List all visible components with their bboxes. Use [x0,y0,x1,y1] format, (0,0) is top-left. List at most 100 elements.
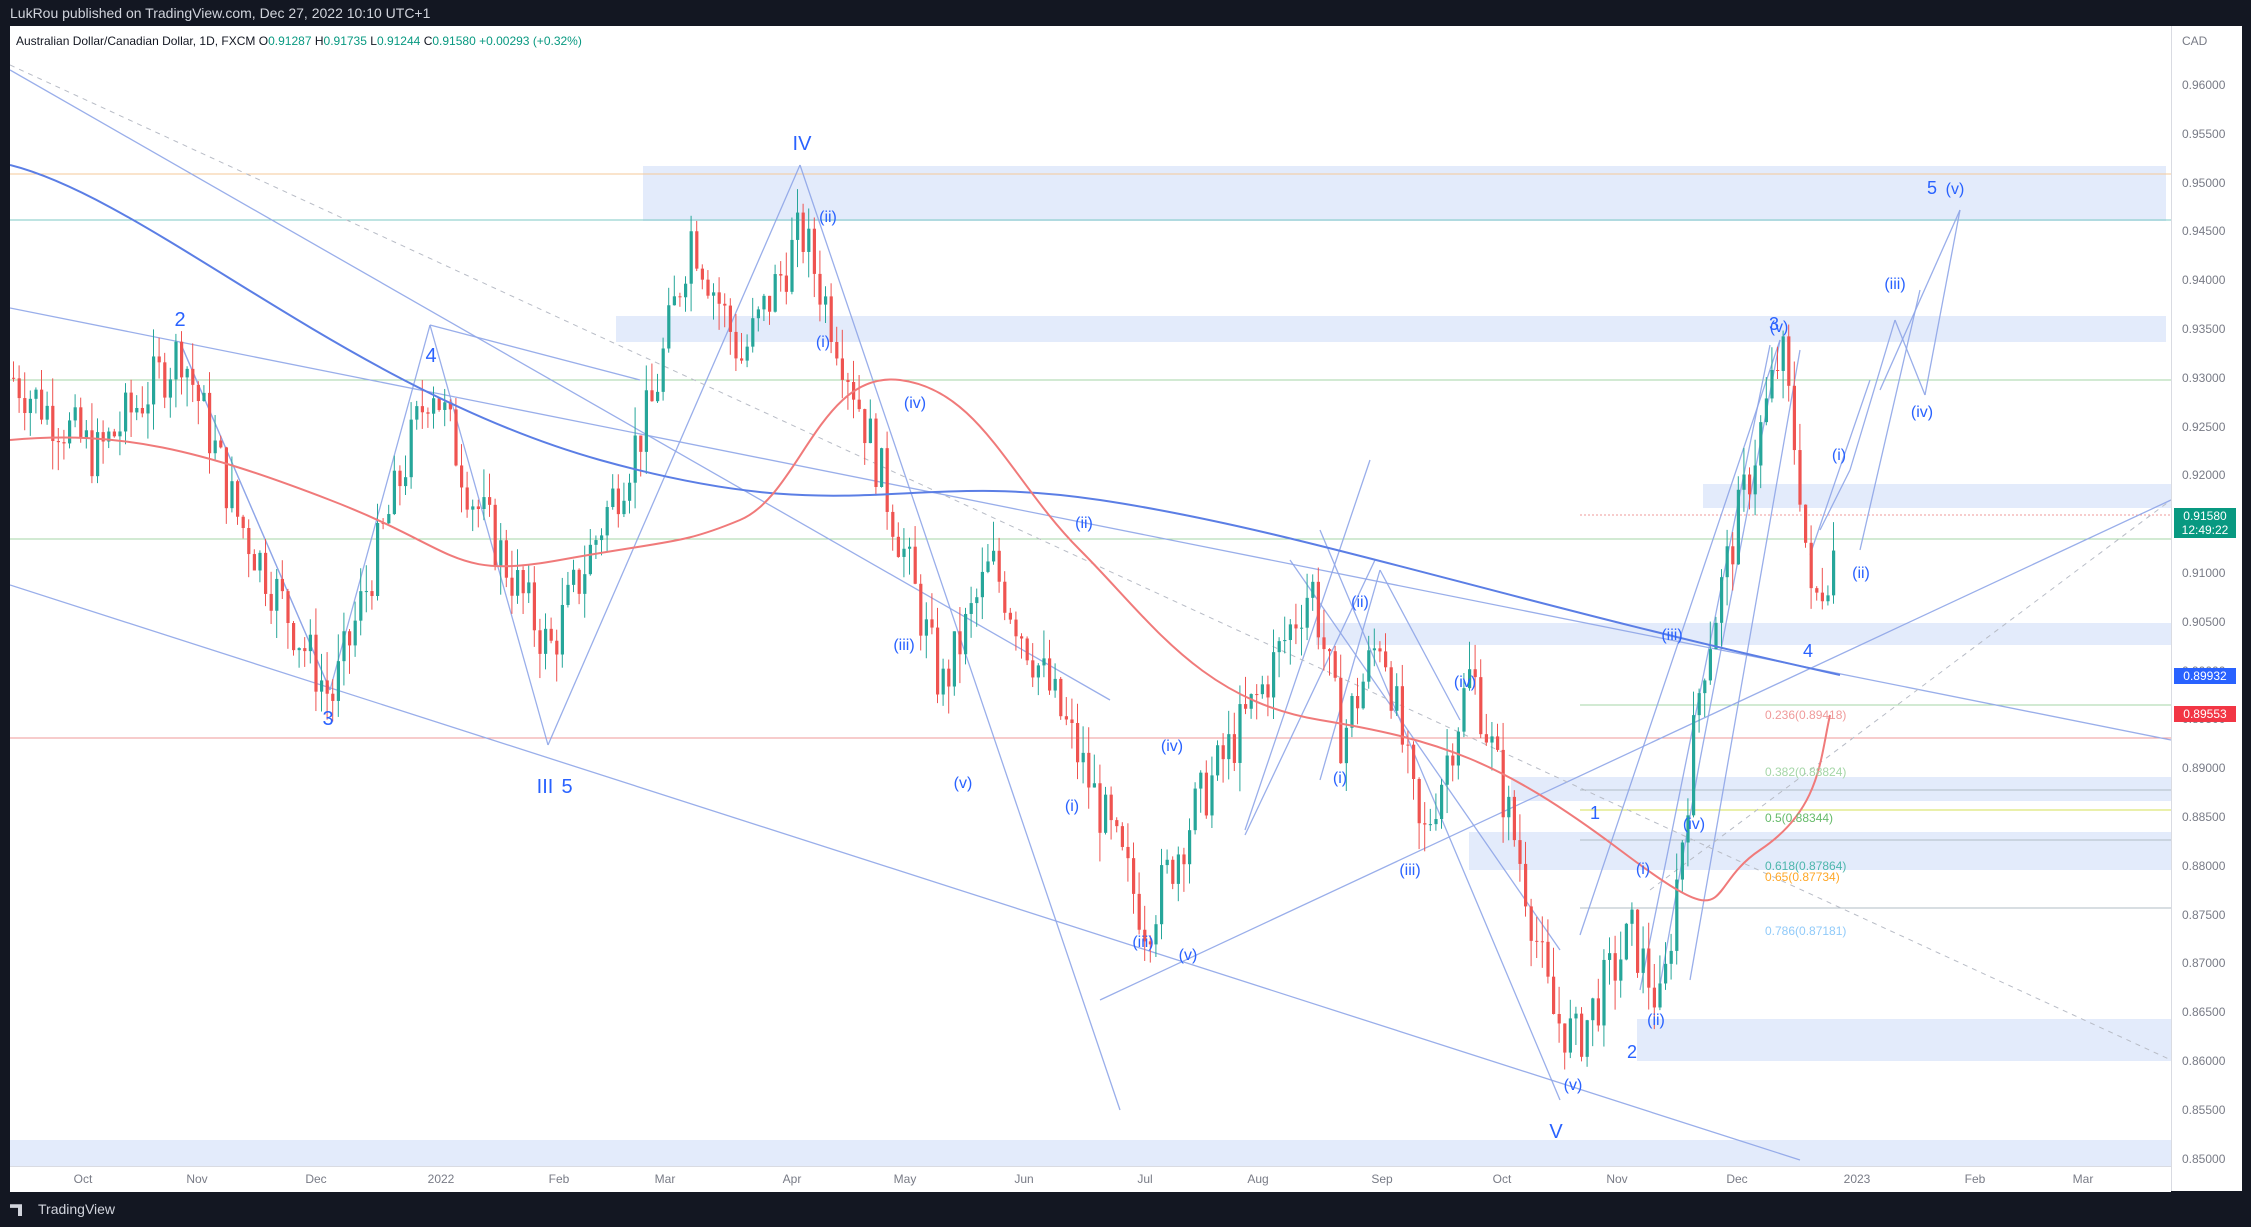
candle-body [292,623,296,651]
ma-200-line [10,164,1841,676]
wave-label: 3 [322,708,333,730]
trend-line [1849,319,1896,471]
price-tick-label: 0.86500 [2182,1005,2226,1020]
time-axis[interactable] [10,1166,2171,1192]
candle-body [728,305,732,332]
candle-body [1104,794,1108,833]
wave-label: (i) [1636,861,1650,878]
candle-body [499,540,503,567]
candle-body [387,514,391,524]
candle-body [1440,784,1444,820]
candle-body [460,465,464,488]
candle-body [224,447,228,509]
candle-body [947,668,951,687]
candle-body [96,432,100,477]
time-tick-label: Jun [1014,1172,1034,1186]
candle-body [1787,336,1791,386]
candle-body [392,470,396,515]
candle-body [1496,736,1500,750]
candle-body [857,399,861,410]
candle-body [762,295,766,310]
wave-label: (iii) [1884,276,1905,293]
ma-blue-price-tag: 0.89932 [2174,668,2236,684]
candle-body [1596,998,1600,1026]
trend-line [1859,289,1921,551]
candle-body [488,497,492,505]
footer-bar: TradingView [0,1191,2251,1227]
candle-body [801,212,805,252]
candle-body [275,578,279,611]
candle-body [572,569,576,585]
candle-body [129,392,133,413]
chart-canvas[interactable]: 0.236(0.89418) 0.382(0.88824) 0.5(0.88344)… [10,26,2171,1166]
time-tick-label: May [893,1172,917,1186]
candle-body [532,582,536,631]
candlestick-series [12,189,1836,1070]
candle-body [342,631,346,662]
candle-body [1591,998,1595,1021]
candle-body [975,597,979,604]
price-axis[interactable]: CAD [2171,26,2242,1191]
wave-label: (iv) [1161,738,1183,755]
candle-body [482,497,486,509]
price-zone [1316,623,2171,645]
price-tick-label: 0.95500 [2182,126,2226,141]
candle-body [1742,474,1746,490]
supply-demand-zones [10,166,2171,1166]
candle-body [1266,684,1270,698]
candle-body [902,548,906,557]
candle-body [790,239,794,292]
price-zone [1511,777,2171,801]
candle-body [398,470,402,487]
current-price-value: 0.91580 [2183,509,2227,523]
candle-body [1490,736,1494,743]
candle-body [622,500,626,515]
candle-body [1641,948,1645,973]
price-zone [643,166,2166,221]
current-price-tag: 0.91580 12:49:22 [2174,508,2236,538]
candle-body [107,431,111,442]
time-tick-label: 2023 [1843,1172,1871,1186]
candle-body [818,273,822,305]
candle-body [1714,622,1718,650]
legend-symbol: Australian Dollar/Canadian Dollar, 1D, F… [16,34,256,48]
candle-body [969,603,973,614]
moving-averages [10,164,1841,902]
candle-body [628,482,632,501]
wave-label: (ii) [1075,515,1093,532]
candle-body [1792,385,1796,451]
price-axis-currency: CAD [2182,34,2208,48]
price-tick-label: 0.93500 [2182,322,2226,336]
candle-body [1776,369,1780,371]
trend-line [429,324,641,381]
candle-body [611,488,615,508]
candle-body [1333,651,1337,678]
candle-body [1753,465,1757,495]
trend-line [1244,459,1371,831]
candle-body [258,552,262,571]
candle-body [471,506,475,510]
candle-body [936,627,940,695]
fib-level-label: 0.618(0.87864) [1765,859,1846,873]
time-tick-label: Feb [548,1172,570,1186]
candle-body [1294,624,1298,629]
candle-body [1283,640,1287,642]
candle-body [1731,546,1735,565]
candle-body [1809,542,1813,589]
candle-body [544,628,548,654]
candle-body [79,407,83,439]
candle-body [364,591,368,593]
time-tick-label: Jul [1137,1172,1153,1186]
candle-body [1826,595,1830,602]
candle-body [1479,677,1483,735]
candle-body [678,296,682,298]
wave-label: (v) [954,775,973,792]
trend-line [429,324,549,746]
trend-line [1319,569,1381,781]
wave-label: (i) [1333,770,1347,787]
candle-body [1484,734,1488,743]
candle-body [504,540,508,578]
candle-body [650,390,654,402]
legend-ohlc[interactable]: Australian Dollar/Canadian Dollar, 1D, F… [16,34,582,48]
candle-body [1703,680,1707,694]
